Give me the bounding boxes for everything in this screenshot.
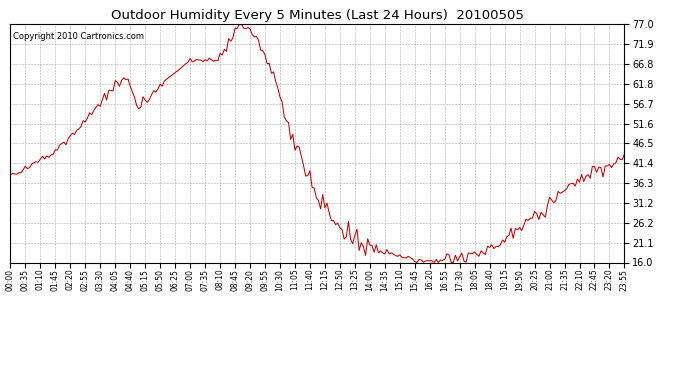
Text: Outdoor Humidity Every 5 Minutes (Last 24 Hours)  20100505: Outdoor Humidity Every 5 Minutes (Last 2… (111, 9, 524, 22)
Text: Copyright 2010 Cartronics.com: Copyright 2010 Cartronics.com (13, 32, 144, 40)
